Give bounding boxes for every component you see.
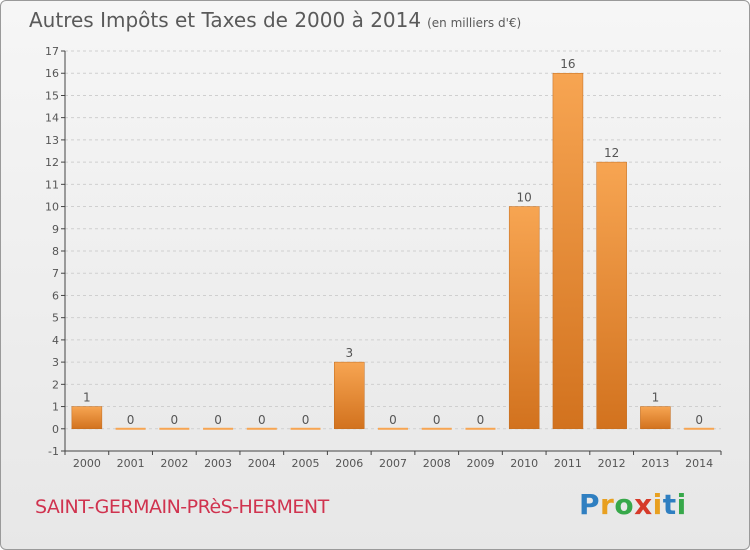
data-label: 1 bbox=[83, 391, 91, 405]
x-tick-label: 2007 bbox=[379, 457, 407, 470]
data-label: 0 bbox=[127, 413, 135, 427]
x-tick-label: 2013 bbox=[641, 457, 669, 470]
y-tick-label: 4 bbox=[52, 334, 59, 347]
y-tick-label: 2 bbox=[52, 378, 59, 391]
y-tick-label: 17 bbox=[45, 45, 59, 58]
bar bbox=[421, 427, 452, 430]
x-tick-label: 2002 bbox=[160, 457, 188, 470]
chart-title: Autres Impôts et Taxes de 2000 à 2014 (en… bbox=[29, 8, 521, 32]
data-label: 10 bbox=[517, 191, 532, 205]
commune-name: SAINT-GERMAIN-PRèS-HERMENT bbox=[35, 496, 329, 518]
logo-letter: i bbox=[676, 488, 687, 521]
proxiti-logo: Proxiti bbox=[579, 488, 687, 521]
y-tick-label: 6 bbox=[52, 289, 59, 302]
bar bbox=[684, 427, 715, 430]
y-tick-label: 0 bbox=[52, 423, 59, 436]
x-tick-label: 2001 bbox=[117, 457, 145, 470]
x-tick-label: 2006 bbox=[335, 457, 363, 470]
data-label: 0 bbox=[302, 413, 310, 427]
x-tick-label: 2011 bbox=[554, 457, 582, 470]
logo-letter: t bbox=[662, 488, 677, 521]
y-tick-label: 13 bbox=[45, 134, 59, 147]
data-label: 0 bbox=[695, 413, 703, 427]
data-label: 0 bbox=[171, 413, 179, 427]
bar bbox=[640, 406, 671, 430]
y-tick-label: 3 bbox=[52, 356, 59, 369]
logo-letter: P bbox=[579, 488, 601, 521]
bar bbox=[71, 406, 103, 430]
title-unit: (en milliers d'€) bbox=[427, 16, 522, 30]
data-label: 0 bbox=[433, 413, 441, 427]
bar bbox=[378, 427, 408, 430]
y-tick-label: 12 bbox=[45, 156, 59, 169]
data-label: 0 bbox=[477, 413, 485, 427]
y-tick-label: 16 bbox=[45, 67, 59, 80]
data-label: 16 bbox=[560, 57, 575, 71]
y-tick-label: 15 bbox=[45, 89, 59, 102]
y-tick-label: 11 bbox=[45, 178, 59, 191]
x-tick-label: 2012 bbox=[598, 457, 626, 470]
logo-letter: x bbox=[634, 488, 653, 521]
bar bbox=[203, 427, 234, 430]
bar bbox=[159, 427, 190, 430]
data-label: 1 bbox=[652, 391, 660, 405]
logo-letter: o bbox=[614, 488, 635, 521]
y-tick-label: 1 bbox=[52, 401, 59, 414]
x-tick-label: 2004 bbox=[248, 457, 276, 470]
bar bbox=[334, 361, 365, 430]
x-tick-label: 2000 bbox=[73, 457, 101, 470]
x-tick-label: 2009 bbox=[466, 457, 494, 470]
bar bbox=[115, 427, 146, 430]
y-tick-label: 8 bbox=[52, 245, 59, 258]
data-label: 12 bbox=[604, 146, 619, 160]
x-tick-label: 2010 bbox=[510, 457, 538, 470]
bar bbox=[596, 161, 627, 430]
y-tick-label: 9 bbox=[52, 223, 59, 236]
y-tick-label: -1 bbox=[48, 445, 59, 458]
bar bbox=[552, 72, 584, 430]
y-tick-label: 10 bbox=[45, 201, 59, 214]
logo-letter: r bbox=[600, 488, 615, 521]
data-label: 0 bbox=[389, 413, 397, 427]
y-tick-label: 7 bbox=[52, 267, 59, 280]
data-label: 3 bbox=[345, 346, 353, 360]
data-label: 0 bbox=[258, 413, 266, 427]
x-tick-label: 2003 bbox=[204, 457, 232, 470]
bar bbox=[246, 427, 277, 430]
bar bbox=[508, 206, 540, 430]
bar bbox=[465, 427, 496, 430]
x-tick-label: 2014 bbox=[685, 457, 713, 470]
x-tick-label: 2005 bbox=[292, 457, 320, 470]
x-tick-label: 2008 bbox=[423, 457, 451, 470]
title-text: Autres Impôts et Taxes de 2000 à 2014 bbox=[29, 8, 422, 32]
y-tick-label: 5 bbox=[52, 312, 59, 325]
bar bbox=[290, 427, 321, 430]
logo-letter: i bbox=[652, 488, 663, 521]
y-tick-label: 14 bbox=[45, 112, 59, 125]
data-label: 0 bbox=[214, 413, 222, 427]
